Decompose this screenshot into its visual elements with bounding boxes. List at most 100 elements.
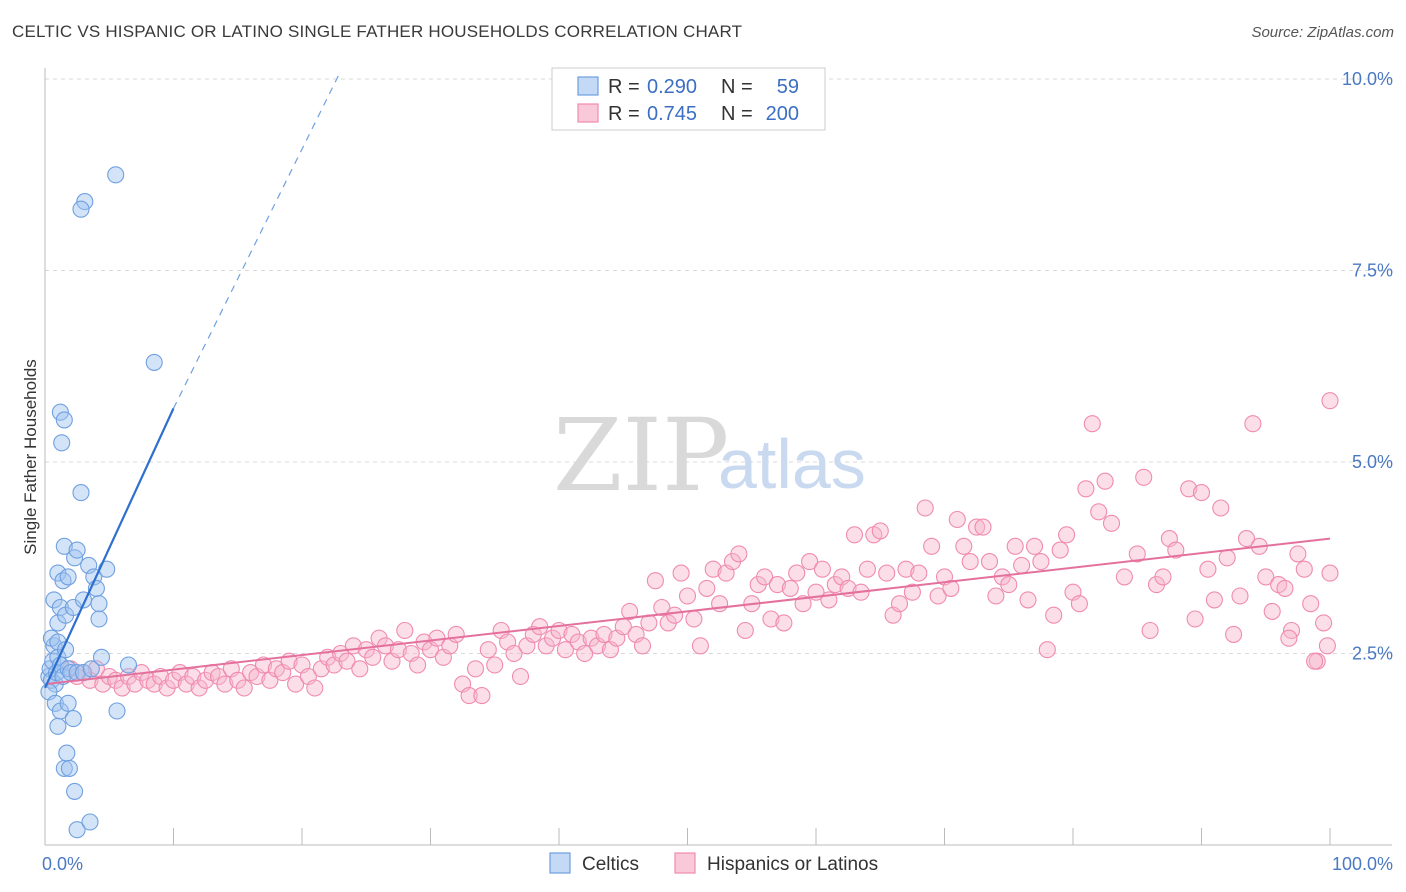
- legend-n-value-celtics: 59: [777, 76, 799, 98]
- hispanics-point-161: [1096, 472, 1114, 490]
- hispanics-point-151: [1032, 553, 1050, 571]
- hispanics-point-164: [1128, 545, 1146, 563]
- x-tick-labels: 0.0% 100.0%: [42, 854, 1393, 874]
- hispanics-point-183: [1257, 568, 1275, 586]
- hispanics-point-100: [704, 560, 722, 578]
- hispanics-point-52: [396, 621, 414, 640]
- hispanics-point-87: [621, 602, 639, 620]
- hispanics-point-179: [1231, 587, 1249, 605]
- hispanics-point-142: [974, 518, 992, 536]
- legend-r-label-hispanics: R =: [608, 103, 640, 125]
- hispanics-point-172: [1186, 610, 1204, 628]
- gridlines: [45, 78, 1392, 654]
- celtics-point-48: [64, 710, 82, 728]
- hispanics-point-141: [968, 518, 986, 536]
- hispanics-point-177: [1218, 549, 1236, 567]
- celtics-point-25: [68, 541, 86, 559]
- hispanics-point-144: [987, 587, 1005, 605]
- hispanics-point-113: [788, 564, 806, 582]
- hispanics-point-91: [646, 572, 664, 590]
- hispanics-point-35: [287, 675, 305, 693]
- hispanics-point-83: [595, 625, 613, 643]
- hispanics-point-70: [511, 667, 530, 686]
- hispanics-point-99: [698, 579, 716, 597]
- x-tick-label-1: 100.0%: [1332, 854, 1393, 874]
- hispanics-point-160: [1090, 503, 1108, 521]
- hispanics-point-168: [1154, 568, 1172, 586]
- hispanics-point-129: [890, 595, 909, 613]
- hispanics-point-124: [858, 560, 876, 578]
- celtics-point-53: [68, 821, 86, 839]
- hispanics-point-153: [1045, 606, 1063, 624]
- bottom-legend-label-hispanics: Hispanics or Latinos: [707, 854, 878, 875]
- legend-n-label-hispanics: N =: [721, 103, 753, 125]
- hispanics-point-148: [1013, 556, 1031, 574]
- hispanics-point-171: [1180, 480, 1198, 498]
- hispanics-point-105: [736, 621, 754, 640]
- legend: R = 0.290 N = 59 R = 0.745 N = 200: [551, 67, 826, 131]
- legend-n-label-celtics: N =: [721, 76, 753, 98]
- watermark-zip: ZIP: [553, 397, 729, 514]
- hispanics-point-193: [1321, 392, 1339, 410]
- celtics-point-42: [55, 411, 73, 429]
- hispanics-point-155: [1058, 526, 1076, 544]
- celtics-point-40: [119, 656, 138, 674]
- hispanics-point-178: [1225, 625, 1243, 643]
- legend-r-value-celtics: 0.290: [647, 76, 697, 98]
- trend-layer: [44, 71, 1331, 689]
- celtics-point-41: [51, 403, 69, 421]
- hispanics-point-130: [897, 560, 915, 578]
- celtics-point-36: [92, 648, 111, 666]
- hispanics-point-147: [1006, 537, 1024, 555]
- hispanics-point-157: [1070, 595, 1088, 613]
- hispanics-point-96: [678, 587, 697, 605]
- hispanics-point-54: [409, 656, 427, 674]
- hispanics-point-150: [1025, 537, 1044, 555]
- hispanics-point-154: [1051, 541, 1069, 559]
- x-tick-label-0: 0.0%: [42, 854, 83, 874]
- hispanics-point-51: [389, 641, 407, 659]
- bottom-legend-swatch-hispanics: [674, 852, 696, 874]
- hispanics-trend-line: [44, 537, 1331, 686]
- hispanics-point-173: [1192, 484, 1211, 502]
- hispanics-point-140: [961, 553, 979, 571]
- hispanics-point-180: [1237, 530, 1256, 548]
- hispanics-point-186: [1276, 579, 1294, 597]
- hispanics-point-146: [1000, 576, 1018, 594]
- hispanics-point-166: [1141, 621, 1159, 640]
- watermark-atlas: atlas: [718, 425, 866, 503]
- hispanics-point-69: [505, 644, 523, 663]
- celtics-point-20: [55, 537, 73, 555]
- hispanics-point-184: [1263, 602, 1281, 620]
- source-credit: Source: ZipAtlas.com: [1251, 24, 1394, 41]
- celtics-point-22: [59, 568, 77, 586]
- hispanics-point-64: [473, 687, 491, 705]
- y-tick-labels: 2.5% 5.0% 7.5% 10.0%: [1342, 69, 1393, 664]
- celtics-point-47: [59, 694, 77, 712]
- legend-swatch-hispanics: [577, 103, 599, 123]
- celtics-point-50: [58, 744, 76, 762]
- hispanics-point-134: [923, 537, 941, 555]
- hispanics-point-126: [871, 522, 889, 540]
- hispanics-point-115: [801, 553, 819, 571]
- hispanics-point-197: [1306, 652, 1324, 670]
- celtics-trend-line: [44, 407, 175, 689]
- legend-r-label-celtics: R =: [608, 76, 640, 98]
- celtics-point-45: [49, 717, 67, 735]
- x-ticks: [173, 828, 1331, 845]
- axes: [44, 68, 1392, 846]
- y-tick-label-3: 10.0%: [1342, 69, 1393, 89]
- celtics-point-51: [60, 759, 78, 777]
- points-layer: [40, 166, 1339, 839]
- hispanics-point-117: [813, 560, 831, 578]
- celtics-point-56: [72, 200, 90, 218]
- hispanics-point-194: [1321, 564, 1339, 582]
- hispanics-point-138: [948, 510, 966, 529]
- hispanics-point-62: [460, 687, 478, 705]
- hispanics-point-109: [762, 610, 780, 628]
- celtics-point-39: [108, 702, 126, 720]
- hispanics-point-189: [1295, 560, 1313, 578]
- hispanics-point-30: [254, 656, 273, 674]
- hispanics-point-137: [942, 579, 960, 597]
